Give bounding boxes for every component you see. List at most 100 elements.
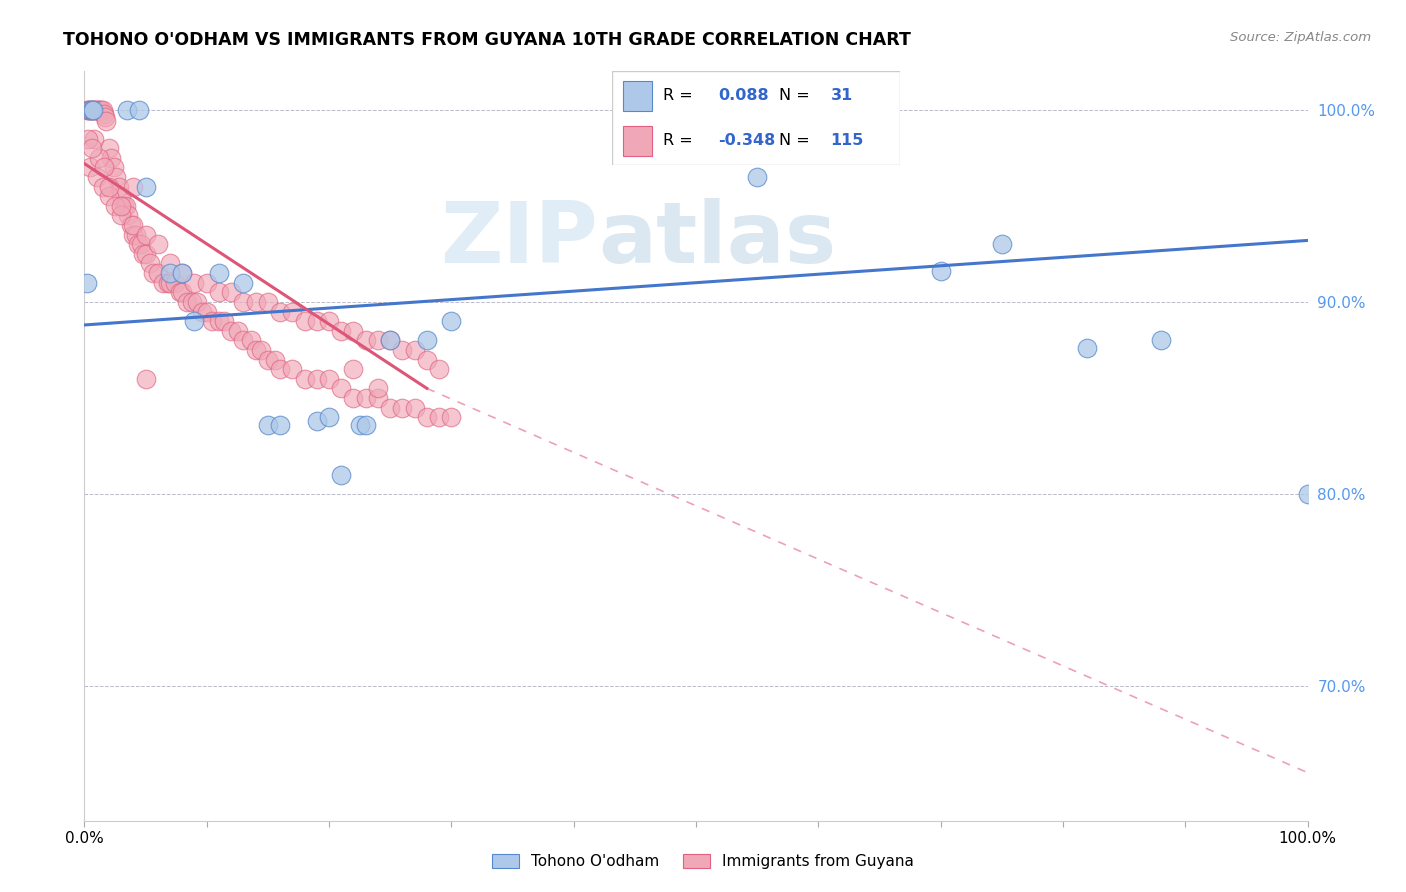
Text: atlas: atlas [598,198,837,282]
Point [991,237,1014,252]
Bar [623,126,652,156]
Point [94,111,117,125]
Point [135,179,157,194]
Point [212,314,235,328]
Point [129,237,152,252]
Point [135,372,157,386]
Point [318,372,340,386]
Point [245,294,267,309]
Point [93,161,115,175]
Point [122,179,145,194]
Point [76,276,98,290]
Point [1150,334,1173,348]
Point [86,103,108,117]
Point [76,103,98,117]
Point [195,276,218,290]
Point [342,362,364,376]
Text: 115: 115 [831,133,865,148]
Text: R =: R = [664,88,699,103]
Point [342,324,364,338]
Point [367,334,389,348]
Point [380,334,402,348]
Point [152,276,174,290]
Point [86,169,108,184]
Point [104,199,127,213]
Point [232,276,254,290]
Text: N =: N = [779,88,814,103]
Point [91,103,114,117]
Point [172,285,194,300]
Point [79,161,101,175]
Point [219,285,242,300]
Point [1296,487,1319,501]
Bar [623,81,652,111]
Point [77,103,100,117]
Point [416,410,439,425]
Point [77,131,100,145]
Legend: Tohono O'odham, Immigrants from Guyana: Tohono O'odham, Immigrants from Guyana [485,848,921,875]
Point [342,391,364,405]
Point [103,161,125,175]
Point [747,169,769,184]
Point [208,314,231,328]
Point [380,334,402,348]
Point [391,343,413,357]
Point [269,304,291,318]
Point [281,362,304,376]
Point [354,391,377,405]
Point [97,189,120,203]
Point [305,314,328,328]
Point [159,256,181,270]
Point [195,304,218,318]
Point [380,401,402,415]
Point [232,294,254,309]
Point [96,114,118,128]
Point [163,276,186,290]
Point [208,266,231,280]
Point [82,103,104,117]
Point [349,417,371,432]
Text: 31: 31 [831,88,853,103]
Point [79,103,101,117]
Point [117,209,139,223]
Point [219,324,242,338]
Point [90,103,112,117]
Point [80,103,103,117]
Point [80,141,103,155]
Text: -0.348: -0.348 [718,133,776,148]
Point [191,304,214,318]
Point [132,247,155,261]
Point [416,334,439,348]
Point [80,103,103,117]
Text: 0.088: 0.088 [718,88,769,103]
Point [82,103,104,117]
Text: R =: R = [664,133,699,148]
Point [367,391,389,405]
Point [330,467,353,482]
Point [176,294,198,309]
Point [367,381,389,395]
Point [135,247,157,261]
Text: N =: N = [779,133,814,148]
Point [97,179,120,194]
Point [79,103,101,117]
Point [135,227,157,242]
Point [84,103,107,117]
Point [257,417,280,432]
Point [87,151,110,165]
Point [122,218,145,232]
Point [105,169,128,184]
Text: TOHONO O'ODHAM VS IMMIGRANTS FROM GUYANA 10TH GRADE CORRELATION CHART: TOHONO O'ODHAM VS IMMIGRANTS FROM GUYANA… [63,31,911,49]
Point [181,294,204,309]
Point [257,294,280,309]
Point [159,266,181,280]
Point [183,276,205,290]
Point [257,352,280,367]
Point [186,294,208,309]
Point [127,237,149,252]
Point [427,362,450,376]
Point [330,381,353,395]
Point [159,276,181,290]
Point [330,324,353,338]
Point [112,199,135,213]
